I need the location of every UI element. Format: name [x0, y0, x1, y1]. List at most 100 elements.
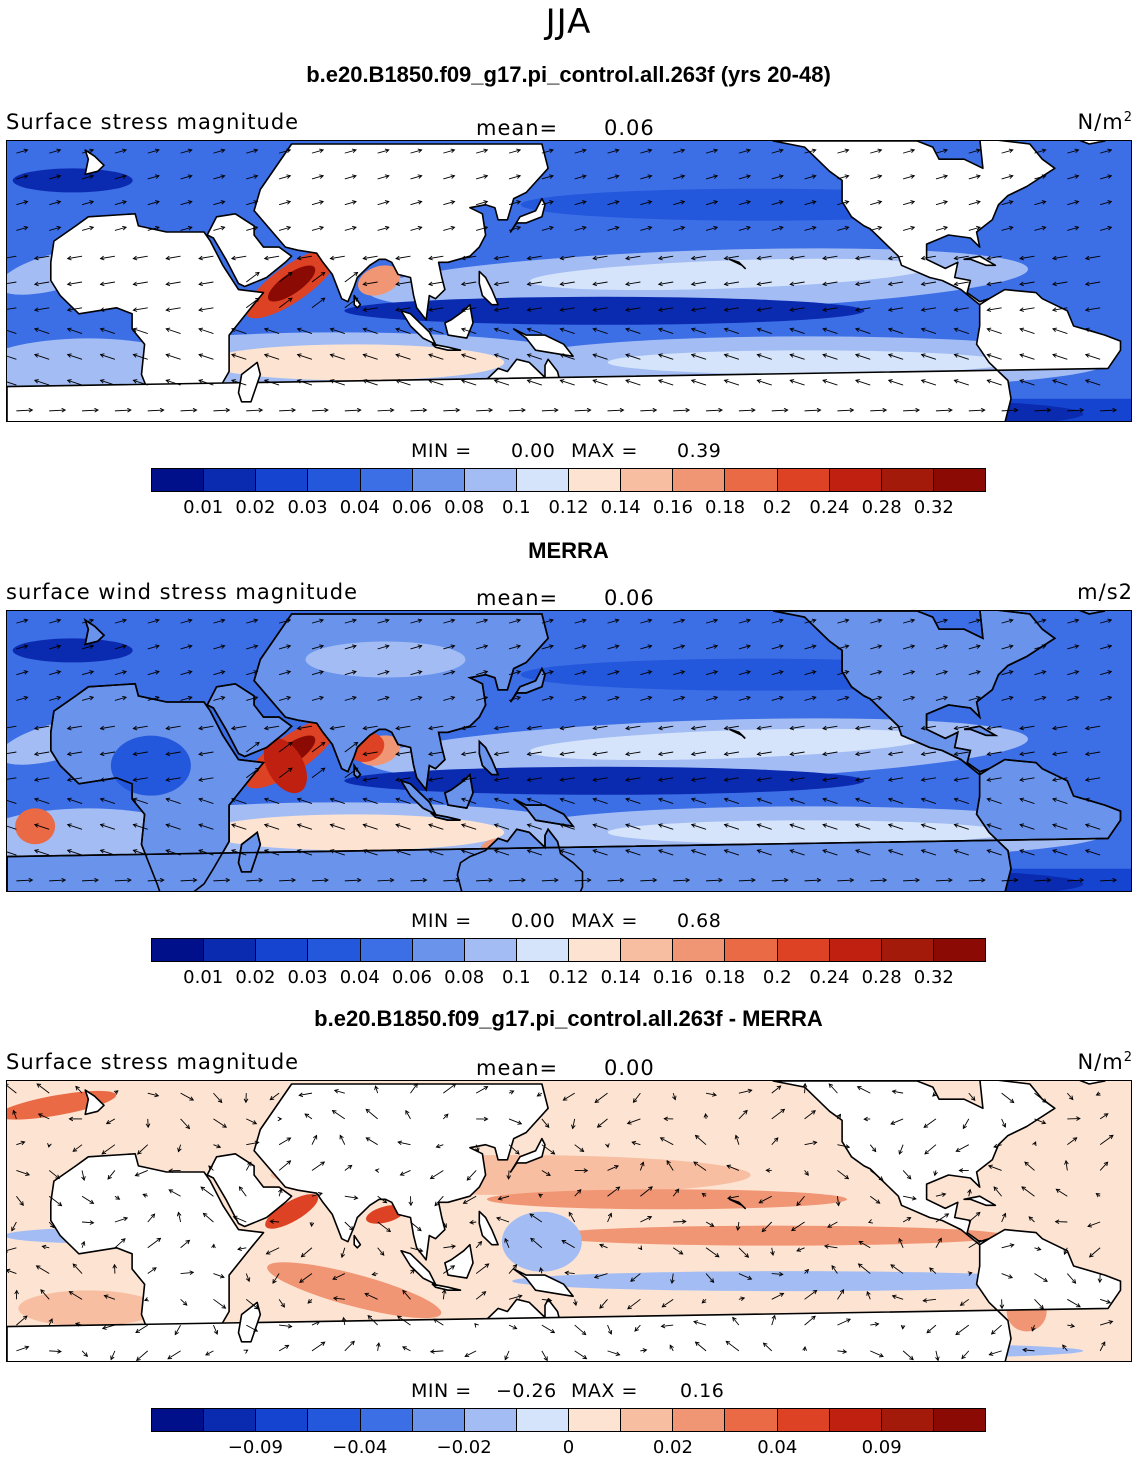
stress-vector [278, 226, 291, 231]
stress-vector-head [384, 618, 390, 624]
figure-title: JJA [545, 2, 592, 42]
stress-vector [264, 255, 280, 260]
stress-vector-head [57, 1349, 62, 1354]
stress-vector [923, 1118, 937, 1128]
stress-vector [594, 1273, 608, 1278]
stress-vector-head [145, 1123, 151, 1129]
stress-vector-head [770, 1251, 775, 1256]
stress-vector [114, 149, 127, 154]
panel3-colorbar-ticks: −0.09 −0.04 −0.02 0 0.02 0.04 0.09 [151, 1437, 986, 1459]
stress-vector-head [1032, 1141, 1037, 1147]
stress-vector-head [778, 644, 784, 649]
stress-vector [671, 1273, 674, 1284]
stress-vector [822, 725, 838, 730]
stress-vector-head [493, 725, 499, 731]
stress-vector-head [402, 1289, 407, 1295]
stress-vector-head [1074, 695, 1080, 701]
stress-vector-head [23, 200, 29, 205]
stress-vector-head [723, 725, 729, 731]
stress-vector-head [789, 797, 795, 802]
stress-vector [541, 1350, 548, 1361]
stress-vector-head [778, 200, 784, 205]
stress-vector-head [1084, 255, 1090, 261]
stress-vector-head [827, 1223, 832, 1228]
stress-vector [527, 777, 542, 781]
stress-vector [1066, 1273, 1076, 1284]
stress-vector-head [198, 379, 204, 384]
stress-vector-head [953, 777, 959, 782]
stress-vector-head [789, 777, 795, 782]
stress-vector-head [516, 644, 522, 649]
stress-vector-head [165, 353, 171, 358]
stress-vector-head [581, 695, 587, 701]
stress-vector-head [1041, 148, 1047, 154]
stress-vector [1001, 201, 1013, 206]
stress-vector [1067, 409, 1084, 412]
stress-vector [363, 354, 378, 360]
stress-vector-head [99, 725, 105, 731]
stress-vector-head [287, 271, 293, 277]
stress-vector-head [395, 823, 401, 828]
stress-vector [790, 307, 805, 311]
stress-vector [167, 1350, 181, 1360]
stress-vector [366, 1137, 378, 1146]
stress-vector [198, 777, 214, 781]
stress-vector [508, 696, 521, 701]
stress-vector-head [399, 1171, 405, 1176]
stress-vector-head [920, 849, 926, 854]
stress-vector [822, 328, 838, 334]
stress-vector-head [854, 849, 860, 854]
stress-vector [16, 175, 28, 180]
stress-vector [725, 1340, 740, 1352]
stress-vector [494, 379, 510, 386]
stress-vector-head [219, 1274, 225, 1279]
stress-vector-head [493, 797, 499, 802]
stress-vector-head [680, 644, 686, 649]
stress-vector-head [1108, 1320, 1114, 1325]
stress-vector-head [132, 379, 138, 384]
stress-vector-head [592, 751, 598, 757]
stress-vector-head [713, 695, 719, 701]
colorbar-box [308, 469, 361, 491]
stress-vector [245, 1298, 259, 1310]
stress-vector-head [854, 725, 860, 731]
stress-vector-head [811, 174, 817, 179]
stress-vector [968, 226, 981, 231]
stress-vector-head [690, 353, 696, 358]
stress-vector-head [723, 751, 729, 757]
stress-vector-head [428, 327, 433, 332]
stress-vector [593, 255, 608, 260]
stress-vector-head [1095, 1193, 1101, 1198]
stress-vector [870, 1350, 884, 1357]
stress-vector [541, 226, 554, 231]
stress-vector-head [296, 379, 302, 384]
coastline-philippines [478, 1210, 499, 1246]
stress-vector [48, 1221, 55, 1228]
colorbar-tick-label: 0.28 [861, 497, 902, 518]
stress-vector [625, 255, 641, 260]
stress-vector-head [103, 1294, 109, 1299]
stress-vector [398, 1141, 411, 1146]
stress-vector-head [962, 1124, 967, 1130]
stress-vector-head [536, 1092, 542, 1097]
stress-vector-head [1107, 670, 1113, 675]
stress-vector-head [796, 1247, 802, 1252]
stress-vector-head [975, 695, 981, 701]
colorbar-box [204, 469, 257, 491]
stress-vector-head [953, 281, 959, 287]
stress-vector-head [253, 174, 259, 179]
stress-vector-head [856, 1086, 862, 1091]
coastline-greenland [1079, 1081, 1106, 1085]
colorbar-tick-label: −0.02 [436, 1437, 492, 1458]
stress-vector-head [504, 1237, 509, 1243]
stress-vector [475, 1291, 486, 1300]
stress-vector-head [460, 281, 466, 287]
arabian-sea-positive [265, 1194, 319, 1229]
stress-vector-head [958, 1168, 964, 1173]
stress-vector [272, 1273, 280, 1284]
stress-vector [377, 1247, 385, 1256]
stress-vector [180, 149, 192, 154]
stress-vector-head [284, 1344, 290, 1350]
stress-vector [311, 645, 324, 650]
stress-vector [632, 1141, 641, 1146]
